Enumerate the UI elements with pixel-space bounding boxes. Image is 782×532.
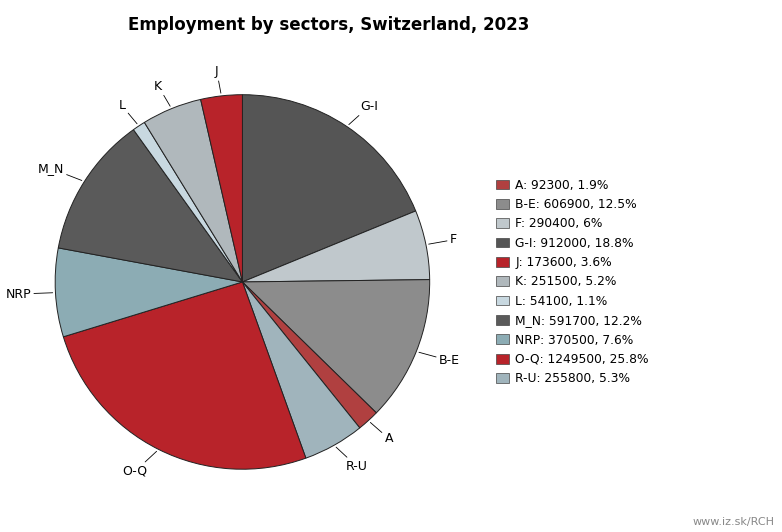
Wedge shape (63, 282, 306, 469)
Wedge shape (242, 282, 376, 428)
Wedge shape (201, 95, 242, 282)
Text: www.iz.sk/RCH: www.iz.sk/RCH (692, 517, 774, 527)
Legend: A: 92300, 1.9%, B-E: 606900, 12.5%, F: 290400, 6%, G-I: 912000, 18.8%, J: 173600: A: 92300, 1.9%, B-E: 606900, 12.5%, F: 2… (491, 174, 654, 390)
Text: A: A (371, 422, 393, 445)
Text: Employment by sectors, Switzerland, 2023: Employment by sectors, Switzerland, 2023 (127, 16, 529, 34)
Text: R-U: R-U (336, 447, 368, 473)
Text: F: F (429, 233, 457, 246)
Text: J: J (215, 65, 221, 93)
Text: G-I: G-I (349, 99, 378, 124)
Wedge shape (59, 130, 242, 282)
Text: M_N: M_N (38, 162, 82, 180)
Text: B-E: B-E (419, 352, 460, 367)
Wedge shape (242, 280, 429, 413)
Text: NRP: NRP (5, 287, 52, 301)
Wedge shape (242, 95, 416, 282)
Wedge shape (145, 99, 242, 282)
Text: O-Q: O-Q (123, 451, 156, 478)
Wedge shape (242, 282, 360, 458)
Wedge shape (134, 122, 242, 282)
Wedge shape (242, 211, 429, 282)
Wedge shape (56, 248, 242, 337)
Text: K: K (154, 80, 170, 106)
Text: L: L (118, 99, 137, 124)
